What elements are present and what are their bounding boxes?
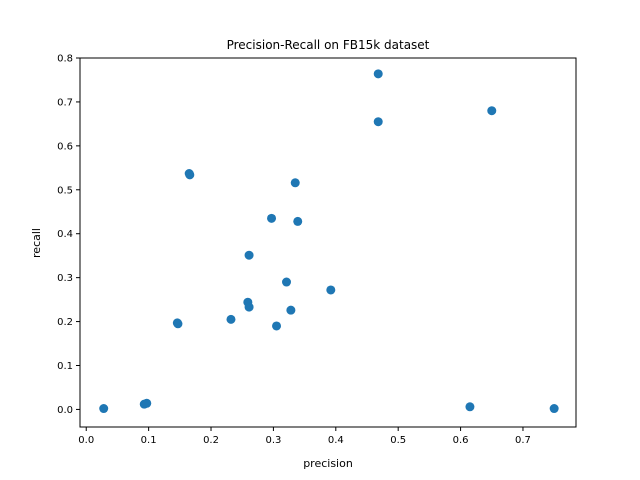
plot-frame xyxy=(79,57,577,428)
x-tick-label: 0.1 xyxy=(141,435,157,446)
data-point xyxy=(173,319,183,329)
x-tick-label: 0.7 xyxy=(515,435,531,446)
data-points xyxy=(99,69,559,414)
data-point xyxy=(244,250,254,260)
x-tick-label: 0.4 xyxy=(328,435,344,446)
x-tick-label: 0.3 xyxy=(265,435,281,446)
data-point xyxy=(290,178,300,188)
data-point xyxy=(373,117,383,127)
x-tick-label: 0.2 xyxy=(203,435,219,446)
chart-title: Precision-Recall on FB15k dataset xyxy=(227,38,430,52)
y-tick-label: 0.2 xyxy=(57,317,73,328)
data-point xyxy=(293,216,303,226)
data-point xyxy=(487,106,497,116)
data-point xyxy=(373,69,383,79)
data-point xyxy=(272,321,282,331)
data-point xyxy=(326,285,336,295)
y-tick-label: 0.5 xyxy=(57,185,73,196)
y-tick-label: 0.0 xyxy=(57,405,73,416)
x-axis-label: precision xyxy=(303,457,353,470)
y-tick-label: 0.8 xyxy=(57,54,73,65)
y-axis-label: recall xyxy=(30,228,43,258)
x-axis: 0.0 0.1 0.2 0.3 0.4 0.5 0.6 0.7 xyxy=(78,427,531,446)
y-tick-label: 0.4 xyxy=(57,229,73,240)
data-point xyxy=(267,213,277,223)
x-tick-label: 0.6 xyxy=(453,435,469,446)
y-axis: 0.0 0.1 0.2 0.3 0.4 0.5 0.6 0.7 0.8 xyxy=(57,54,80,416)
data-point xyxy=(142,398,152,408)
data-point xyxy=(185,170,195,180)
y-tick-label: 0.3 xyxy=(57,273,73,284)
y-tick-label: 0.6 xyxy=(57,141,73,152)
data-point xyxy=(282,277,292,287)
data-point xyxy=(286,305,296,315)
data-point xyxy=(465,402,475,412)
y-tick-label: 0.1 xyxy=(57,361,73,372)
data-point xyxy=(99,404,109,414)
data-point xyxy=(549,404,559,414)
y-tick-label: 0.7 xyxy=(57,97,73,108)
x-tick-label: 0.0 xyxy=(78,435,94,446)
x-tick-label: 0.5 xyxy=(390,435,406,446)
data-point xyxy=(226,314,236,324)
data-point xyxy=(244,302,254,312)
